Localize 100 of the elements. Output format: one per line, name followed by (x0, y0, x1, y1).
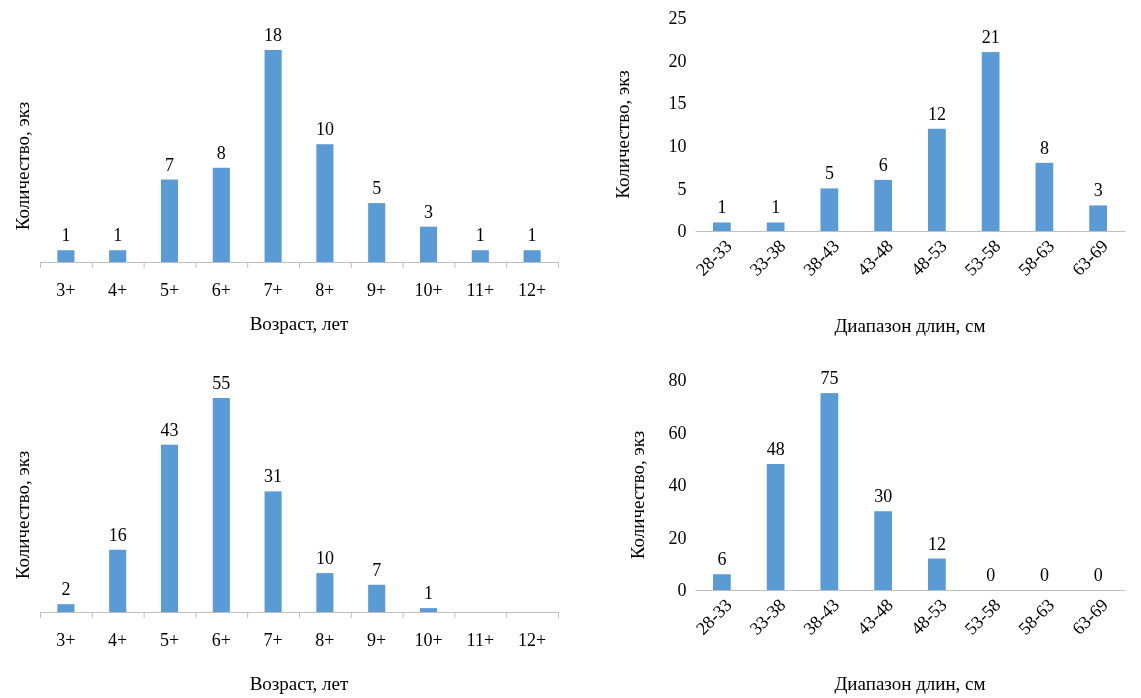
y-tick-label: 60 (668, 422, 687, 443)
y-axis-title: Количество, экз (11, 101, 33, 231)
x-axis-title: Возраст, лет (249, 673, 350, 694)
data-label: 12 (927, 533, 946, 554)
data-label: 30 (874, 486, 893, 507)
x-tick-label: 9+ (367, 279, 387, 300)
bar (57, 604, 75, 612)
data-label: 8 (1039, 137, 1049, 158)
x-tick-label: 8+ (315, 279, 335, 300)
bar (212, 167, 230, 262)
x-tick-label: 5+ (159, 279, 180, 300)
y-tick-label: 10 (668, 136, 687, 157)
data-label: 7 (165, 154, 174, 175)
bar (57, 250, 75, 262)
data-label: 1 (771, 197, 781, 218)
x-tick-label: 7+ (263, 629, 283, 650)
y-tick-label: 40 (668, 475, 687, 496)
data-label: 10 (315, 548, 334, 569)
data-label: 48 (766, 439, 785, 459)
bar (874, 511, 892, 590)
x-tick-label: 10+ (414, 279, 443, 300)
x-tick-label: 11+ (466, 629, 495, 650)
bar (160, 179, 179, 262)
data-label: 8 (216, 142, 226, 163)
bar (874, 179, 892, 231)
data-label: 21 (981, 27, 1000, 48)
data-label: 5 (372, 178, 382, 199)
data-label: 5 (824, 163, 834, 184)
bar (109, 250, 127, 262)
x-tick-label: 11+ (466, 279, 495, 300)
x-tick-label: 3+ (56, 629, 76, 650)
data-label: 1 (113, 225, 123, 246)
y-axis-title: Количество, экз (611, 70, 633, 199)
x-axis-title: Возраст, лет (249, 313, 350, 334)
data-label: 7 (372, 559, 382, 580)
data-label: 12 (927, 103, 946, 124)
x-tick-label: 5+ (159, 629, 180, 650)
y-tick-label: 25 (668, 8, 687, 29)
x-axis-title: Диапазон длин, см (834, 315, 986, 336)
x-tick-label: 12+ (518, 279, 547, 300)
data-label: 75 (820, 368, 839, 389)
bar (820, 188, 839, 231)
data-label: 1 (475, 225, 485, 246)
x-tick-label: 4+ (108, 279, 128, 300)
data-label: 1 (424, 583, 433, 604)
y-axis-title: Количество, экз (626, 430, 648, 560)
bar (264, 50, 282, 262)
bar (212, 398, 230, 612)
data-label: 1 (717, 197, 727, 218)
bar (1089, 205, 1107, 231)
bar (471, 250, 489, 262)
data-label: 6 (717, 549, 727, 570)
data-label: 3 (1093, 180, 1103, 201)
data-label: 10 (315, 119, 334, 140)
y-tick-label: 0 (677, 580, 687, 601)
data-label: 0 (986, 565, 996, 585)
bar (713, 574, 731, 590)
bar (264, 491, 282, 612)
x-tick-label: 8+ (315, 629, 335, 650)
data-label: 55 (212, 373, 231, 393)
data-label: 1 (61, 225, 71, 246)
y-tick-label: 80 (668, 370, 687, 391)
x-tick-label: 6+ (211, 629, 231, 650)
bar (928, 558, 946, 590)
x-tick-label: 9+ (367, 629, 387, 650)
data-label: 16 (108, 524, 127, 545)
y-tick-label: 20 (668, 527, 687, 548)
bar (419, 608, 438, 612)
bar (713, 222, 731, 231)
x-tick-label: 4+ (108, 629, 128, 650)
bar (928, 128, 946, 231)
bar (820, 393, 839, 590)
data-label: 18 (264, 25, 283, 45)
bar (316, 573, 334, 612)
data-label: 0 (1093, 565, 1103, 585)
x-tick-label: 6+ (211, 279, 231, 300)
data-label: 1 (527, 225, 537, 246)
bar (368, 584, 386, 612)
data-label: 43 (160, 419, 179, 440)
x-tick-label: 3+ (56, 279, 76, 300)
data-label: 3 (424, 201, 433, 222)
data-label: 0 (1039, 565, 1049, 585)
data-label: 2 (61, 579, 71, 600)
x-tick-label: 7+ (263, 279, 283, 300)
bar (766, 464, 785, 590)
y-tick-label: 0 (677, 221, 687, 242)
y-axis-title: Количество, экз (11, 450, 33, 580)
x-tick-label: 10+ (414, 629, 443, 650)
bar (160, 444, 179, 612)
bar (368, 203, 386, 262)
y-tick-label: 5 (677, 178, 687, 199)
y-tick-label: 15 (668, 93, 687, 114)
bar (523, 250, 541, 262)
y-tick-label: 20 (668, 50, 687, 71)
bar (766, 222, 785, 231)
data-label: 6 (878, 154, 888, 175)
x-tick-label: 12+ (518, 629, 547, 650)
bar (981, 52, 1000, 231)
bar (316, 144, 334, 262)
x-axis-title: Диапазон длин, см (834, 673, 986, 694)
